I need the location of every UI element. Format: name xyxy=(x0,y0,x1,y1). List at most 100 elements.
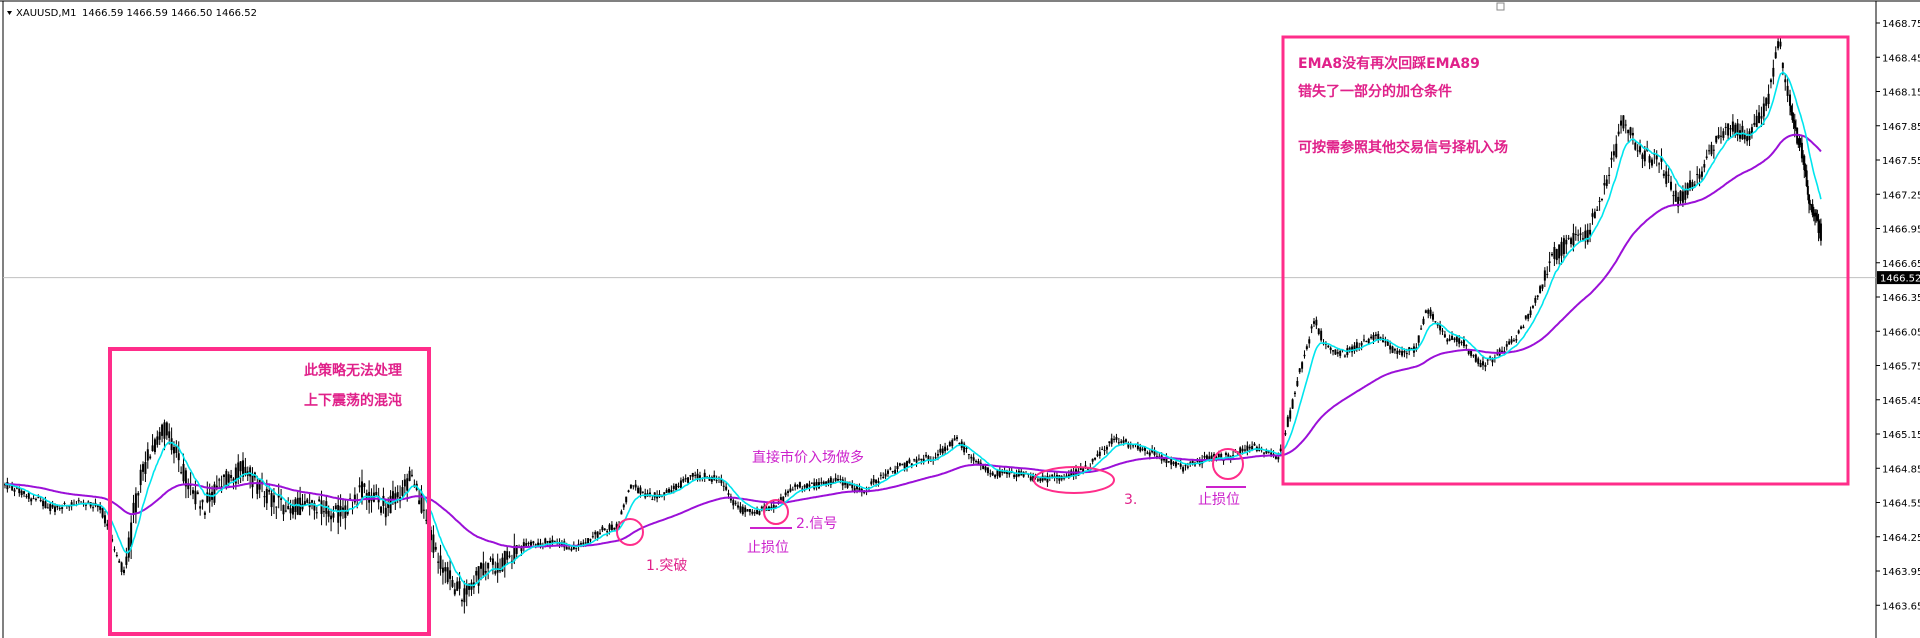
candle-body xyxy=(1591,213,1594,217)
candle-body xyxy=(1804,169,1807,171)
candle-body xyxy=(1303,354,1306,357)
chart-scroll-marker[interactable] xyxy=(1496,2,1505,11)
candle-body xyxy=(1084,465,1087,467)
candle-body xyxy=(656,494,659,499)
candle-body xyxy=(1813,212,1816,217)
current-price-tag: 1466.52 xyxy=(1877,271,1920,285)
candle-body xyxy=(187,483,190,490)
candle-body xyxy=(627,490,630,493)
candle-body xyxy=(232,478,235,481)
candle-body xyxy=(1755,115,1758,127)
candle-body xyxy=(1296,380,1299,386)
candle-body xyxy=(570,548,573,551)
candle-body xyxy=(1179,464,1182,467)
candle-body xyxy=(587,538,590,544)
candle-body xyxy=(146,449,149,461)
candle-body xyxy=(1586,229,1589,243)
candle-body xyxy=(1527,314,1530,319)
candle-body xyxy=(1558,244,1561,259)
candle-body xyxy=(1086,468,1089,470)
candle-body xyxy=(1700,171,1703,177)
candle-body xyxy=(934,457,937,459)
candle-body xyxy=(153,439,156,453)
current-price-tag-text: 1466.52 xyxy=(1880,274,1920,285)
candle-body xyxy=(489,558,492,560)
candle-body xyxy=(425,519,428,521)
candle-body xyxy=(563,541,566,548)
candle-body xyxy=(439,555,442,569)
candle-body xyxy=(1636,150,1639,152)
y-tick-label: 1468.75 xyxy=(1882,19,1920,30)
candle-body xyxy=(39,500,42,502)
candle-body xyxy=(327,510,330,517)
candle-body xyxy=(201,499,204,503)
candle-body xyxy=(1584,230,1587,240)
candle-body xyxy=(149,456,152,459)
candle-body xyxy=(11,485,14,491)
candle-body xyxy=(361,481,363,498)
ema89-line xyxy=(5,133,1822,549)
candle-body xyxy=(1289,410,1292,419)
candle-body xyxy=(413,484,416,486)
candle-body xyxy=(1570,238,1573,245)
candle-body xyxy=(908,459,911,463)
candle-body xyxy=(1777,41,1780,49)
candle-body xyxy=(1184,465,1187,467)
candle-body xyxy=(44,501,47,509)
candle-body xyxy=(134,493,137,513)
candle-body xyxy=(515,545,518,554)
trend-note-box xyxy=(1281,35,1850,486)
stop-loss-label-1: 止损位 xyxy=(747,540,789,556)
candle-body xyxy=(23,491,26,494)
candle-body xyxy=(1710,144,1713,155)
candle-body xyxy=(422,509,425,511)
candle-body xyxy=(584,542,587,544)
candle-body xyxy=(1453,338,1456,341)
candle-body xyxy=(1046,475,1049,483)
y-tick-label: 1467.55 xyxy=(1882,156,1920,167)
candle-body xyxy=(163,422,166,439)
y-tick-label: 1466.35 xyxy=(1882,293,1920,304)
candle-body xyxy=(1329,347,1332,351)
candle-body xyxy=(103,515,106,524)
candle-body xyxy=(1253,443,1256,446)
candle-body xyxy=(1517,330,1520,334)
candle-body xyxy=(663,492,666,496)
candle-body xyxy=(363,483,366,487)
candle-body xyxy=(1429,309,1432,317)
candle-body xyxy=(1703,164,1706,168)
candle-body xyxy=(1032,475,1035,481)
candle-body xyxy=(734,502,737,504)
candle-body xyxy=(789,488,792,492)
candle-body xyxy=(1432,314,1434,320)
candle-body xyxy=(1082,468,1085,473)
candle-body xyxy=(775,506,778,508)
candle-body xyxy=(1355,342,1358,350)
candle-body xyxy=(1672,195,1675,197)
symbol-dropdown-icon[interactable] xyxy=(7,11,12,15)
candle-body xyxy=(1422,318,1425,325)
candle-body xyxy=(727,493,730,495)
candle-body xyxy=(1689,180,1692,189)
candle-body xyxy=(772,505,775,509)
candle-body xyxy=(1641,154,1644,159)
candle-body xyxy=(346,510,349,515)
candle-body xyxy=(560,542,563,547)
candle-body xyxy=(1529,310,1532,315)
candle-body xyxy=(1477,358,1480,364)
candle-body xyxy=(1115,437,1118,440)
candle-body xyxy=(1491,359,1494,363)
candle-body xyxy=(303,501,306,506)
candle-body xyxy=(610,524,613,530)
candle-body xyxy=(613,527,616,530)
candle-body xyxy=(1091,458,1094,462)
candle-body xyxy=(1612,151,1615,156)
candle-body xyxy=(213,484,216,503)
candle-body xyxy=(1589,229,1592,235)
candle-body xyxy=(1481,361,1484,366)
candle-body xyxy=(1508,341,1511,345)
candle-body xyxy=(123,569,125,573)
candle-body xyxy=(1470,349,1473,356)
candle-body xyxy=(986,467,989,474)
